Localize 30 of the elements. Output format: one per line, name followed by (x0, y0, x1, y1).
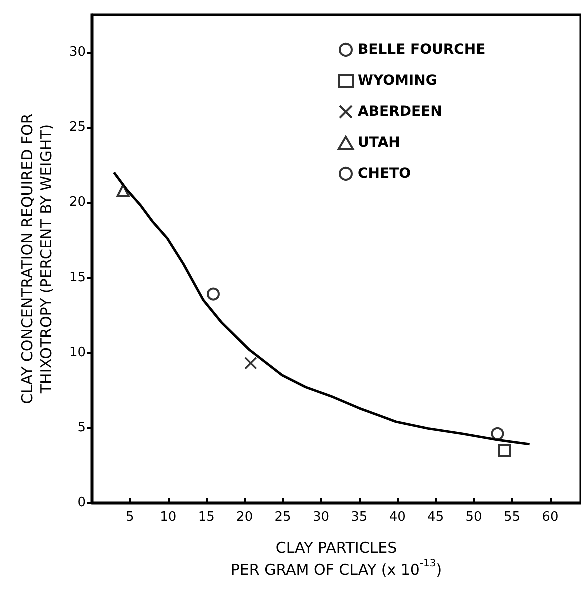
legend-label: UTAH (358, 135, 400, 151)
x-tick-label: 60 (542, 510, 559, 525)
x-tick-label: 5 (126, 510, 134, 525)
point (116, 184, 130, 198)
y-tick-label: 5 (78, 420, 86, 436)
point (206, 288, 220, 301)
legend-label: WYOMING (358, 73, 438, 89)
y-tick-label: 15 (69, 270, 86, 286)
point (491, 427, 504, 440)
x-tick-label: 10 (160, 510, 177, 525)
legend-label: BELLE FOURCHE (358, 42, 486, 58)
x-tick-label: 25 (274, 510, 292, 525)
y-tick-label: 0 (78, 496, 86, 510)
x-tick-label: 55 (504, 510, 521, 525)
y-tick-label: 25 (69, 120, 86, 136)
x-tick-label: 15 (198, 510, 215, 525)
x-tick-label: 45 (428, 510, 444, 525)
y-tick-label: 30 (69, 45, 86, 60)
y-tick-label: 10 (69, 345, 86, 360)
x-tick-label: 50 (466, 510, 482, 525)
x-tick-label: 30 (312, 510, 330, 525)
x-tick-label: 20 (236, 510, 254, 525)
x-tick-label: 35 (351, 510, 368, 525)
y-tick-label: 20 (69, 195, 86, 210)
point (244, 356, 258, 370)
legend-label: ABERDEEN (358, 104, 442, 120)
x-tick-label: 40 (389, 510, 406, 525)
legend-label: CHETO (358, 166, 412, 182)
point (498, 444, 512, 457)
y-axis-title: CLAY CONCENTRATION REQUIRED FOR THIXOTROPY (PERCENT BY WEIGHT) (18, 114, 56, 404)
